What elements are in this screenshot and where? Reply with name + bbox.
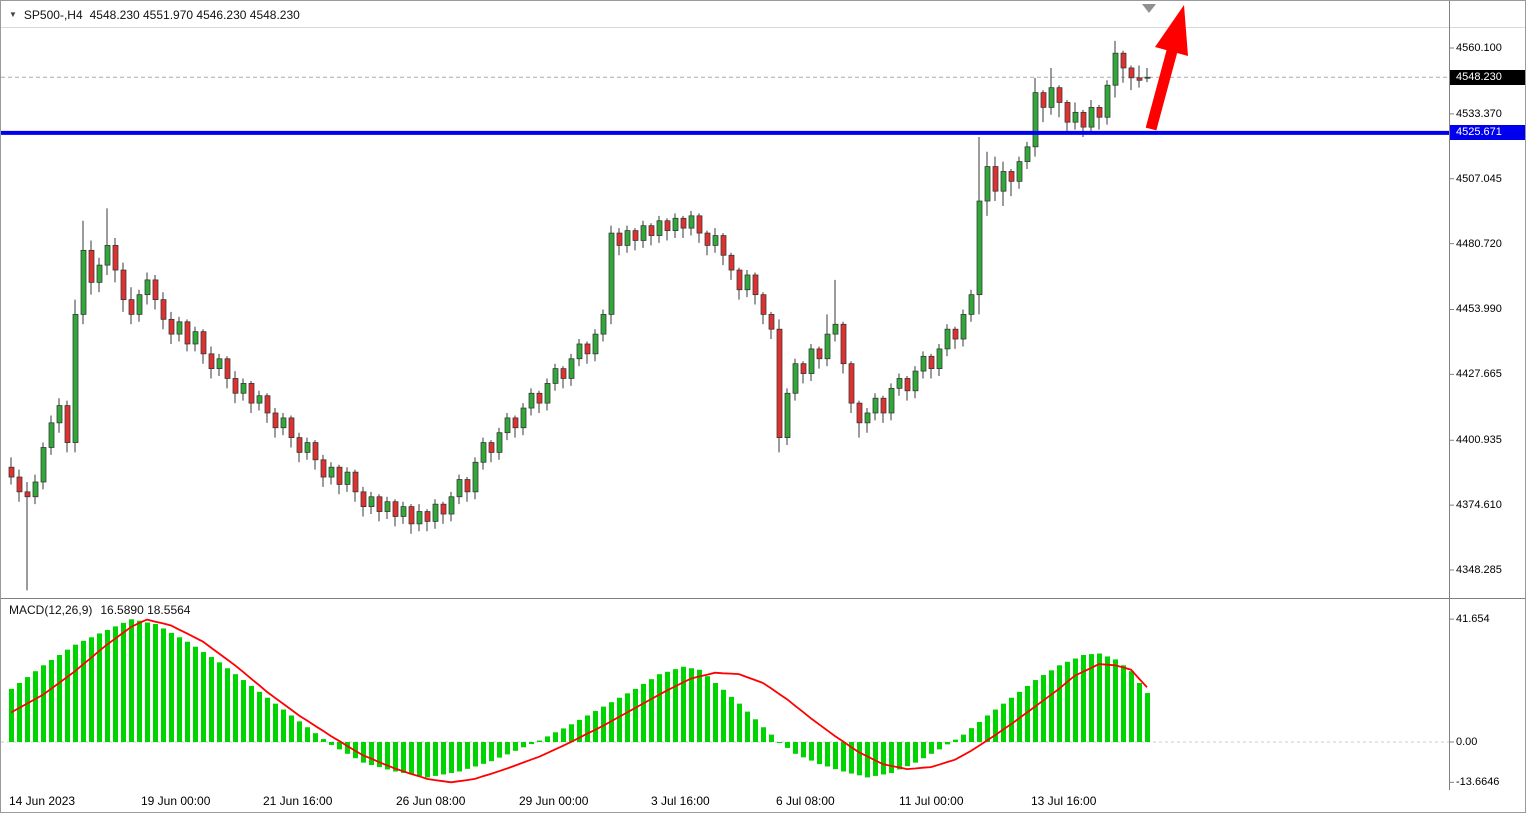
chart-shift-marker-icon[interactable] [1142,4,1156,13]
macd-histogram [9,619,1150,778]
time-axis-label: 14 Jun 2023 [9,794,76,808]
macd-axis-label: 0.00 [1456,736,1478,748]
time-axis-label: 19 Jun 00:00 [141,794,211,808]
current-price-tag-value: 4548.230 [1456,70,1502,83]
price-axis-label: 4480.720 [1456,237,1502,250]
price-axis-label: 4374.610 [1456,499,1502,512]
price-axis-label: 4560.100 [1456,42,1502,54]
hline-price-tag-value: 4525.671 [1456,126,1502,139]
time-axis-label: 26 Jun 08:00 [396,794,466,808]
macd-values: 16.5890 18.5564 [100,603,191,617]
symbol-dropdown-icon[interactable]: ▼ [9,10,17,19]
price-axis-label: 4400.935 [1456,434,1502,447]
time-axis-label: 13 Jul 16:00 [1031,794,1097,808]
trend-arrow[interactable] [1145,5,1188,131]
price-axis-label: 4348.285 [1456,563,1502,576]
time-axis-label: 21 Jun 16:00 [263,794,333,808]
hline-price-tag: 4525.671 [1450,125,1525,141]
time-axis-label: 6 Jul 08:00 [776,794,835,808]
time-axis-label: 11 Jul 00:00 [899,794,964,808]
price-axis-label: 4533.370 [1456,107,1502,120]
time-axis[interactable]: 14 Jun 2023 19 Jun 00:00 21 Jun 16:00 26 Ju… [1,790,1525,812]
chart-ohlc-header: ▼ SP500-,H4 4548.230 4551.970 4546.230 4… [9,8,300,22]
price-axis-label: 4453.990 [1456,303,1502,316]
macd-signal-line [10,618,1148,784]
ohlc-values-label: 4548.230 4551.970 4546.230 4548.230 [89,8,300,22]
price-axis-label: 4427.665 [1456,368,1502,381]
current-price-tag: 4548.230 [1450,69,1525,85]
candles [8,40,1151,591]
price-axis-label: 4507.045 [1456,172,1502,185]
macd-indicator-label: MACD(12,26,9) 16.5890 18.5564 [9,603,190,617]
time-axis-label: 3 Jul 16:00 [651,794,710,808]
time-axis-label: 29 Jun 00:00 [519,794,589,808]
symbol-timeframe-label: SP500-,H4 [23,8,83,22]
price-axis[interactable]: 4560.100 4533.370 4507.045 4480.720 4453.990… [1449,1,1525,790]
macd-axis-label: -13.6646 [1456,776,1500,789]
macd-axis-label: 41.654 [1456,613,1490,626]
macd-title: MACD(12,26,9) [9,603,93,617]
